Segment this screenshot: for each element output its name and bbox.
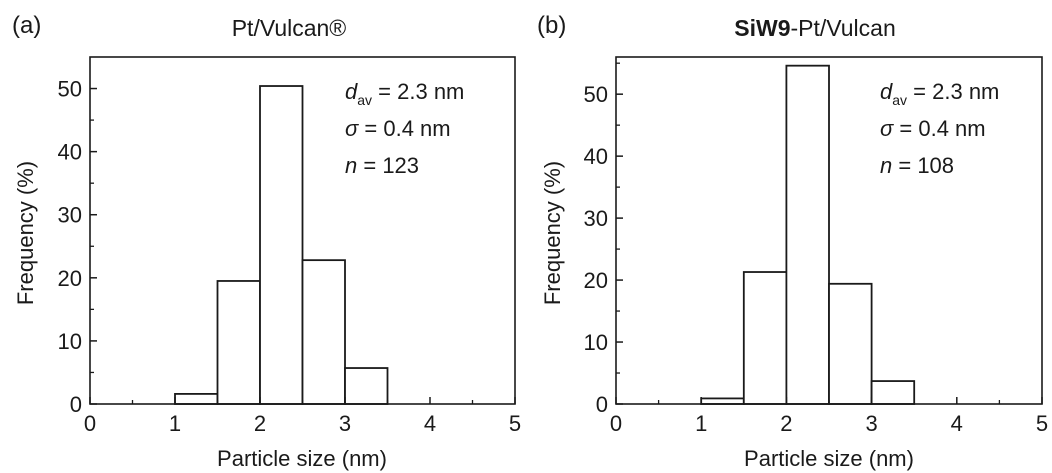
panel-a-x-tick-label: 1 — [169, 411, 181, 436]
panel-b-x-tick-label: 3 — [865, 411, 877, 436]
panel-a-std-dev: σ = 0.4 nm — [345, 116, 451, 141]
panel-a-y-tick-label: 50 — [58, 77, 82, 102]
panel-b-x-tick-label: 0 — [610, 411, 622, 436]
panel-a-x-tick-label: 0 — [84, 411, 96, 436]
panel-a-y-tick-label: 10 — [58, 329, 82, 354]
panel-a-x-axis-label: Particle size (nm) — [217, 446, 387, 471]
panel-a-y-tick-label: 0 — [70, 392, 82, 417]
panel-a-plot-frame — [89, 56, 516, 405]
panel-a: (a) Pt/Vulcan® Frequency (%) Particle si… — [12, 12, 521, 471]
panel-b-title: SiW9-Pt/Vulcan — [734, 15, 896, 41]
panel-a-title: Pt/Vulcan® — [232, 15, 347, 41]
panel-a-bars — [174, 85, 389, 405]
panel-b: (b) SiW9-Pt/Vulcan Frequency (%) Particl… — [537, 12, 1048, 471]
panel-b-bar-1.5-2nm — [742, 271, 788, 405]
panel-b-y-tick-label: 20 — [584, 268, 608, 293]
panel-a-x-tick-label: 5 — [509, 411, 521, 436]
panel-b-y-tick-label: 10 — [584, 330, 608, 355]
panel-b-y-tick-label: 40 — [584, 144, 608, 169]
panel-a-y-tick-label: 20 — [58, 266, 82, 291]
panel-b-stats-annotation: dav = 2.3 nm σ = 0.4 nm n = 108 — [880, 79, 999, 178]
panel-a-bar-2.5-3nm — [301, 259, 346, 405]
panel-b-mean-size: dav = 2.3 nm — [880, 79, 999, 108]
panel-a-y-ticks: 0 10 20 30 40 50 — [58, 77, 97, 417]
panel-b-x-ticks: 0 1 2 3 4 5 — [610, 397, 1048, 436]
panel-a-bar-3-3.5nm — [344, 367, 389, 405]
panel-a-stats-annotation: dav = 2.3 nm σ = 0.4 nm n = 123 — [345, 79, 464, 178]
panel-b-plot-frame — [615, 56, 1043, 405]
panel-b-y-axis-label: Frequency (%) — [540, 161, 565, 305]
panel-a-bar-2-2.5nm — [259, 85, 304, 405]
panel-b-x-tick-label: 1 — [695, 411, 707, 436]
panel-b-y-ticks: 0 10 20 30 40 50 — [584, 62, 623, 417]
panel-b-x-axis-label: Particle size (nm) — [744, 446, 914, 471]
panel-b-x-tick-label: 5 — [1036, 411, 1048, 436]
panel-b-bar-2-2.5nm — [785, 64, 830, 405]
panel-a-x-ticks: 0 1 2 3 4 5 — [84, 397, 521, 436]
panel-a-x-tick-label: 4 — [424, 411, 436, 436]
panel-a-mean-size: dav = 2.3 nm — [345, 79, 464, 108]
panel-b-std-dev: σ = 0.4 nm — [880, 116, 986, 141]
panel-a-bar-1.5-2nm — [216, 280, 261, 405]
panel-b-count: n = 108 — [880, 153, 954, 178]
panel-b-y-tick-label: 30 — [584, 206, 608, 231]
panel-b-bar-3-3.5nm — [870, 380, 916, 405]
panel-b-bar-2.5-3nm — [828, 282, 873, 405]
panel-a-bar-1-1.5nm — [174, 393, 219, 405]
panel-a-y-axis-label: Frequency (%) — [13, 161, 38, 305]
panel-b-y-tick-label: 0 — [596, 392, 608, 417]
panel-a-y-tick-label: 30 — [58, 203, 82, 228]
panel-b-x-tick-label: 4 — [951, 411, 963, 436]
panel-b-x-tick-label: 2 — [780, 411, 792, 436]
panel-a-x-tick-label: 2 — [254, 411, 266, 436]
panel-a-label: (a) — [12, 12, 41, 39]
panel-a-x-tick-label: 3 — [339, 411, 351, 436]
panel-a-y-tick-label: 40 — [58, 140, 82, 165]
panel-b-y-tick-label: 50 — [584, 82, 608, 107]
panel-a-count: n = 123 — [345, 153, 419, 178]
panel-b-bars — [700, 64, 916, 405]
panel-b-label: (b) — [537, 12, 566, 39]
panel-b-bar-1-1.5nm — [700, 397, 745, 405]
